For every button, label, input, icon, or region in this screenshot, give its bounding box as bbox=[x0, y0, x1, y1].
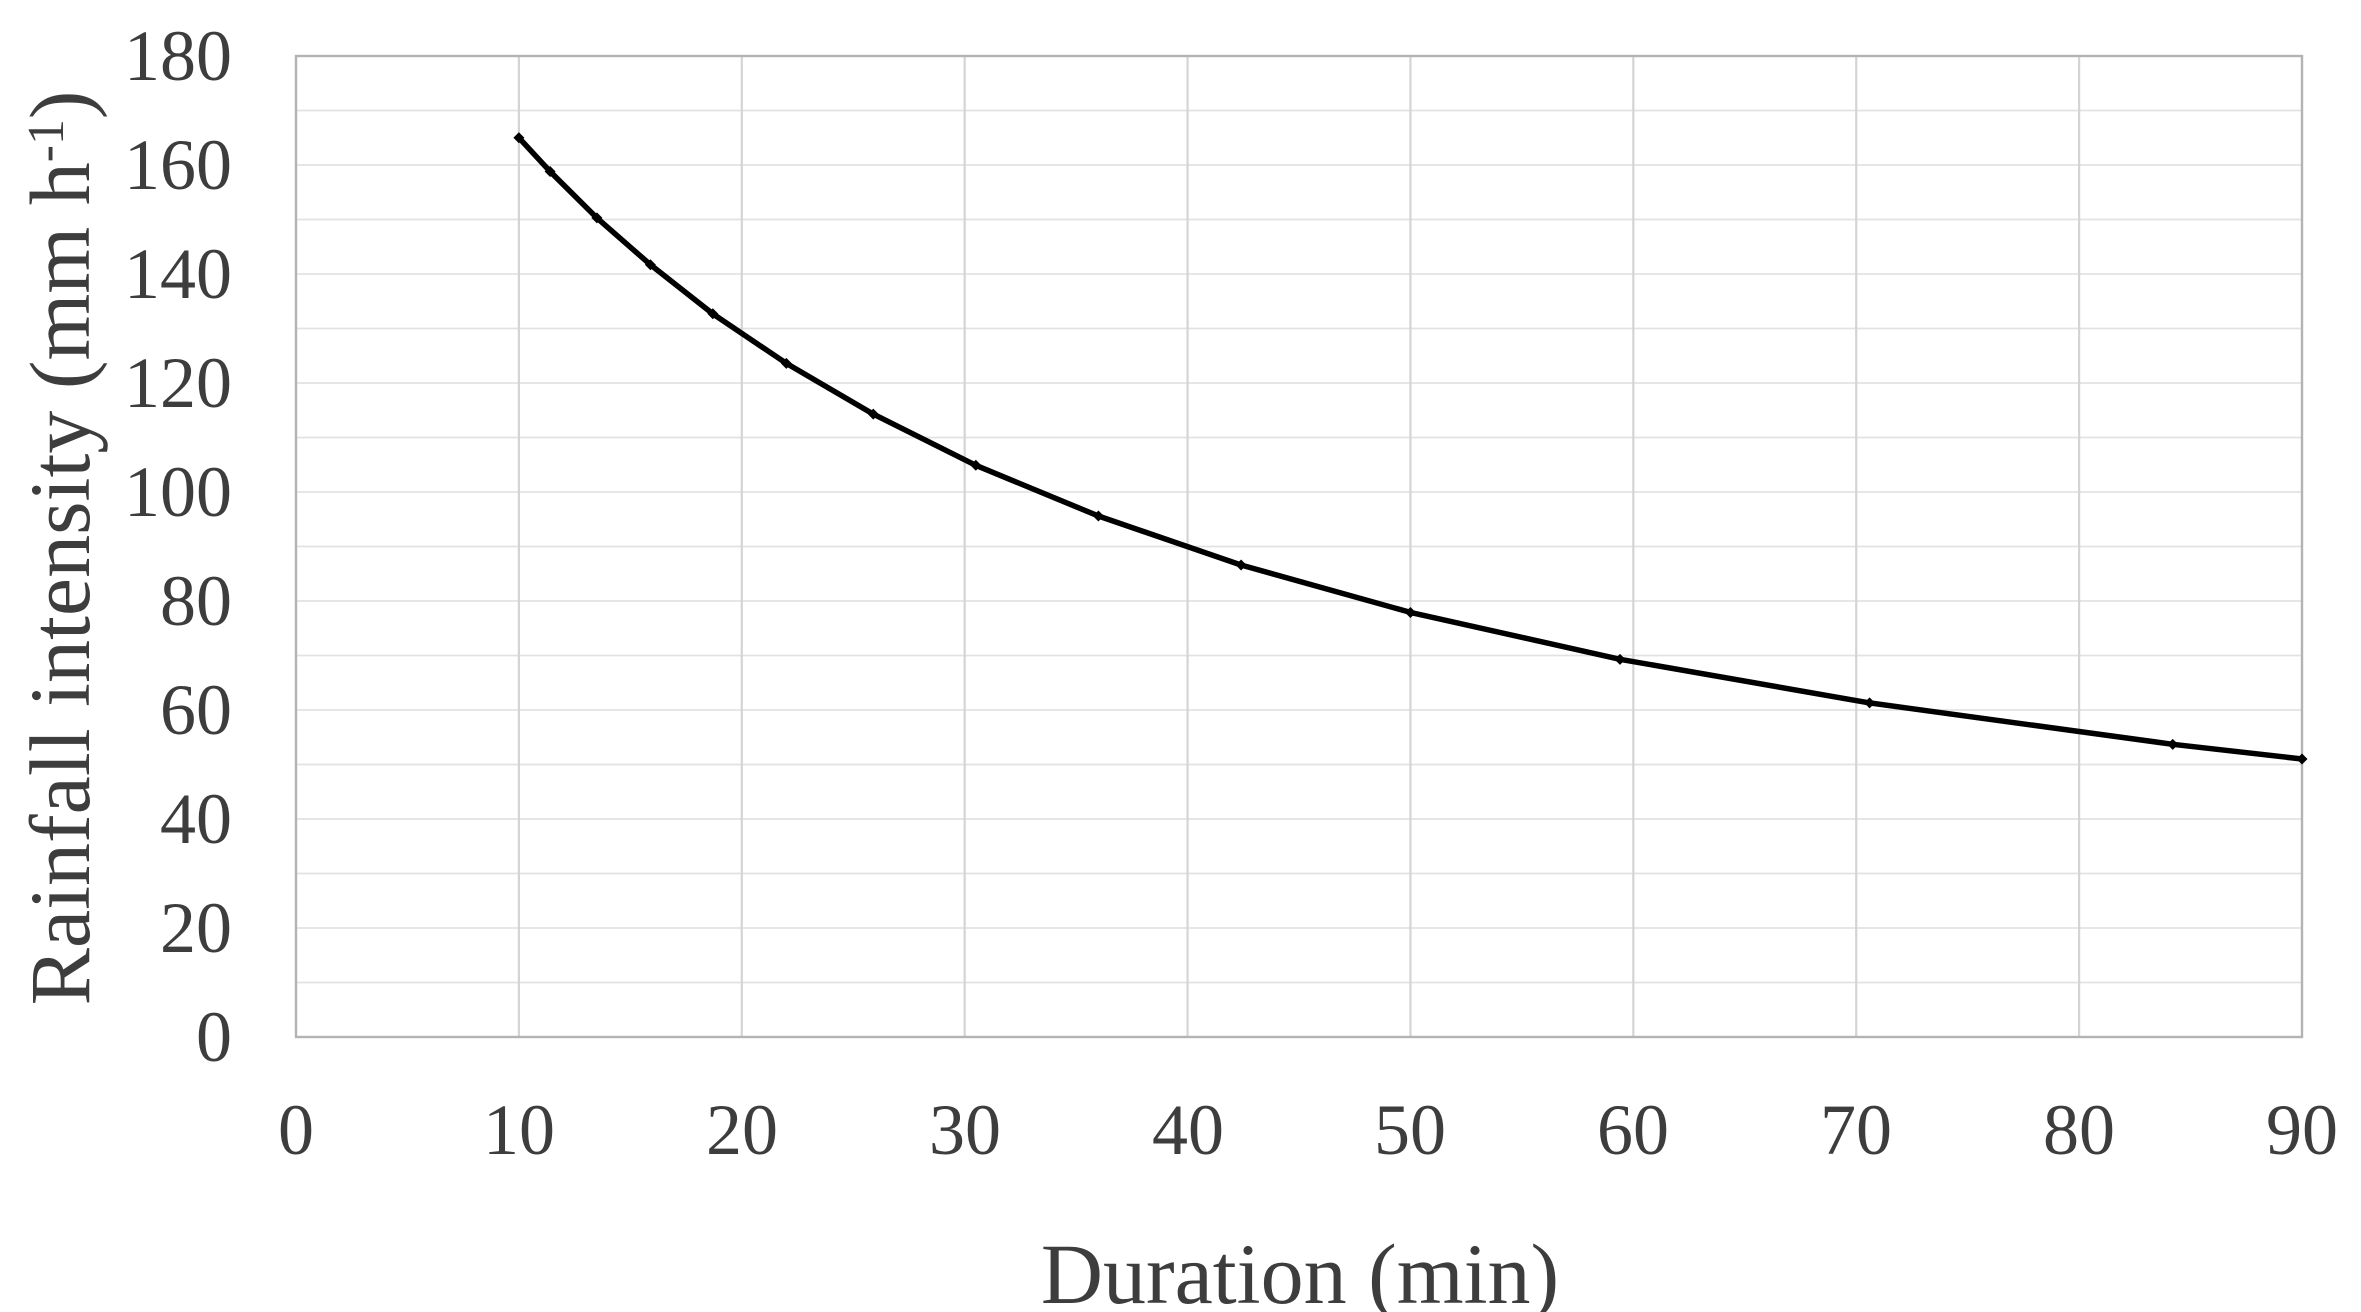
x-tick-label: 30 bbox=[929, 1090, 1001, 1170]
diamond-marker bbox=[1235, 559, 1247, 571]
x-tick-label: 90 bbox=[2266, 1090, 2338, 1170]
plot-border bbox=[294, 54, 2304, 1039]
curve-vertex-markers bbox=[513, 132, 2308, 765]
diamond-marker bbox=[644, 259, 656, 271]
y-tick-label: 120 bbox=[124, 343, 232, 423]
y-tick-label: 160 bbox=[124, 125, 232, 205]
y-axis-title-superscript: -1 bbox=[18, 119, 76, 163]
x-tick-label: 40 bbox=[1152, 1090, 1224, 1170]
y-tick-label: 0 bbox=[196, 997, 232, 1077]
y-tick-label: 40 bbox=[160, 779, 232, 859]
x-tick-label: 80 bbox=[2043, 1090, 2115, 1170]
y-axis-title: Rainfall intensity (mm h-1) bbox=[12, 91, 108, 1006]
diamond-marker bbox=[970, 459, 982, 471]
y-tick-label: 180 bbox=[124, 16, 232, 96]
y-tick-label: 80 bbox=[160, 561, 232, 641]
diamond-marker bbox=[513, 132, 525, 144]
diamond-marker bbox=[1404, 606, 1416, 618]
horizontal-gridlines bbox=[296, 109, 2302, 984]
x-tick-label: 70 bbox=[1820, 1090, 1892, 1170]
y-tick-label: 100 bbox=[124, 452, 232, 532]
x-tick-label: 20 bbox=[706, 1090, 778, 1170]
y-axis-title-text: Rainfall intensity (mm h bbox=[12, 162, 108, 1006]
y-tick-label: 20 bbox=[160, 888, 232, 968]
y-tick-label: 140 bbox=[124, 234, 232, 314]
diamond-marker bbox=[544, 166, 556, 178]
vertical-gridlines bbox=[517, 56, 2081, 1037]
diamond-marker bbox=[867, 408, 879, 420]
x-tick-label: 10 bbox=[483, 1090, 555, 1170]
diamond-marker bbox=[1092, 510, 1104, 522]
x-tick-label: 60 bbox=[1597, 1090, 1669, 1170]
y-axis-title-closing: ) bbox=[12, 90, 108, 120]
diamond-marker bbox=[1864, 697, 1876, 709]
diamond-marker bbox=[780, 357, 792, 369]
x-axis-title: Duration (min) bbox=[1040, 1226, 1560, 1312]
x-tick-label: 50 bbox=[1374, 1090, 1446, 1170]
diamond-marker bbox=[707, 308, 719, 320]
diamond-marker bbox=[1614, 653, 1626, 665]
x-tick-label: 0 bbox=[278, 1090, 314, 1170]
y-tick-label: 60 bbox=[160, 670, 232, 750]
diamond-marker bbox=[2167, 738, 2179, 750]
diamond-marker bbox=[591, 212, 603, 224]
diamond-marker bbox=[2296, 753, 2308, 765]
